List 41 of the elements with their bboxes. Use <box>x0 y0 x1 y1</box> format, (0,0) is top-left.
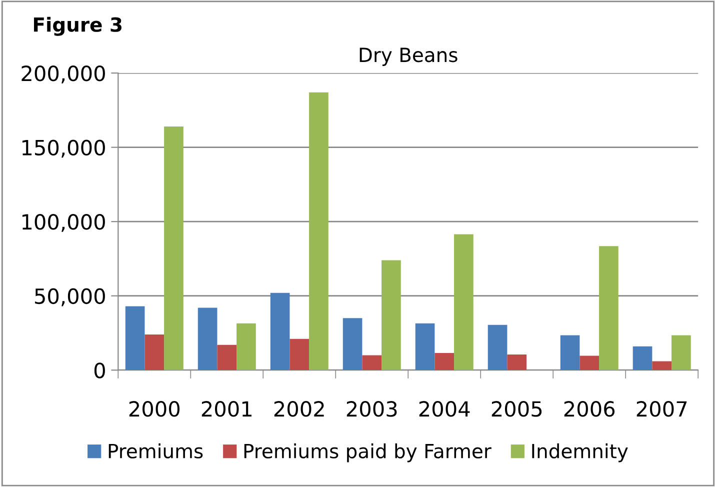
x-tick-label: 2001 <box>202 401 252 417</box>
bar <box>362 355 382 370</box>
x-tick-label: 2006 <box>564 401 615 417</box>
legend-label: Premiums <box>108 443 203 458</box>
bar <box>125 306 145 370</box>
bar <box>652 361 672 370</box>
y-tick-label: 50,000 <box>35 288 105 306</box>
bar <box>434 353 454 370</box>
legend-label: Premiums paid by Farmer <box>244 443 492 462</box>
x-tick-label: 2005 <box>492 401 542 417</box>
x-tick-label: 2002 <box>274 401 324 417</box>
y-tick-label: 150,000 <box>22 140 105 158</box>
bar <box>415 323 435 370</box>
bar <box>632 346 652 370</box>
bar <box>580 356 600 370</box>
x-tick-label: 2000 <box>129 401 180 417</box>
bar <box>560 335 580 370</box>
x-tick-label: 2007 <box>636 401 687 417</box>
bar <box>236 323 256 370</box>
bar <box>342 318 362 370</box>
x-tick-label: 2004 <box>419 401 470 417</box>
legend-label: Indemnity <box>532 443 628 462</box>
y-tick-label: 0 <box>94 362 105 378</box>
bar <box>144 334 164 370</box>
bar <box>217 344 237 370</box>
y-tick-label: 100,000 <box>22 214 105 232</box>
x-tick-label: 2003 <box>346 401 397 417</box>
bar <box>507 354 527 370</box>
caption: Figure 3 <box>34 16 122 36</box>
y-tick-label: 200,000 <box>22 66 105 84</box>
bar <box>290 338 310 370</box>
bar <box>270 292 290 370</box>
bar <box>309 92 328 370</box>
bar <box>454 234 474 370</box>
bar <box>488 324 508 370</box>
bar <box>599 246 618 370</box>
bar <box>382 260 401 370</box>
chart-title: Dry Beans <box>360 48 458 66</box>
bar <box>672 335 691 370</box>
bar <box>198 308 218 370</box>
bar <box>164 126 184 370</box>
